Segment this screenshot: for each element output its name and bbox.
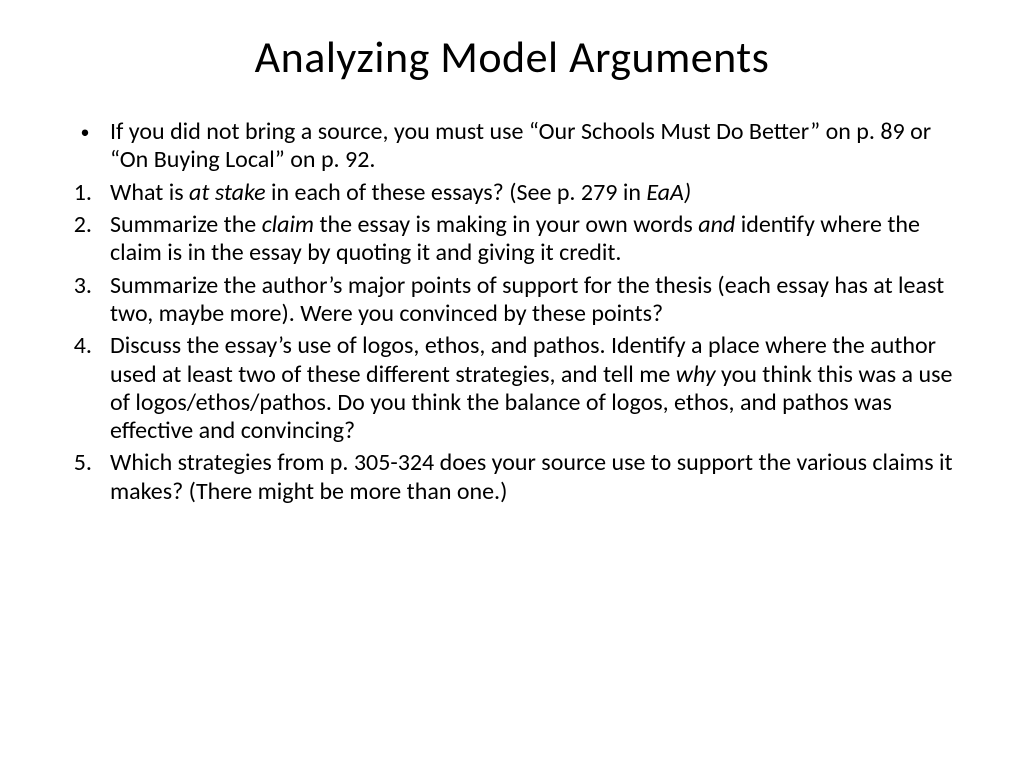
bullet-item: • If you did not bring a source, you mus… [60,118,964,175]
item-number: 4. [60,332,110,445]
item-text: Summarize the author’s major points of s… [110,272,964,329]
item-number: 2. [60,211,110,268]
item-number: 1. [60,179,110,207]
item-number: 3. [60,272,110,329]
list-item: 2. Summarize the claim the essay is maki… [60,211,964,268]
list-item: 1. What is at stake in each of these ess… [60,179,964,207]
list-item: 3. Summarize the author’s major points o… [60,272,964,329]
item-text: What is at stake in each of these essays… [110,179,964,207]
item-text: Which strategies from p. 305-324 does yo… [110,449,964,506]
item-text: Summarize the claim the essay is making … [110,211,964,268]
slide-title: Analyzing Model Arguments [60,30,964,84]
slide-body: • If you did not bring a source, you mus… [60,118,964,506]
item-number: 5. [60,449,110,506]
bullet-text: If you did not bring a source, you must … [110,118,964,175]
list-item: 5. Which strategies from p. 305-324 does… [60,449,964,506]
item-text: Discuss the essay’s use of logos, ethos,… [110,332,964,445]
list-item: 4. Discuss the essay’s use of logos, eth… [60,332,964,445]
bullet-marker: • [60,118,110,175]
